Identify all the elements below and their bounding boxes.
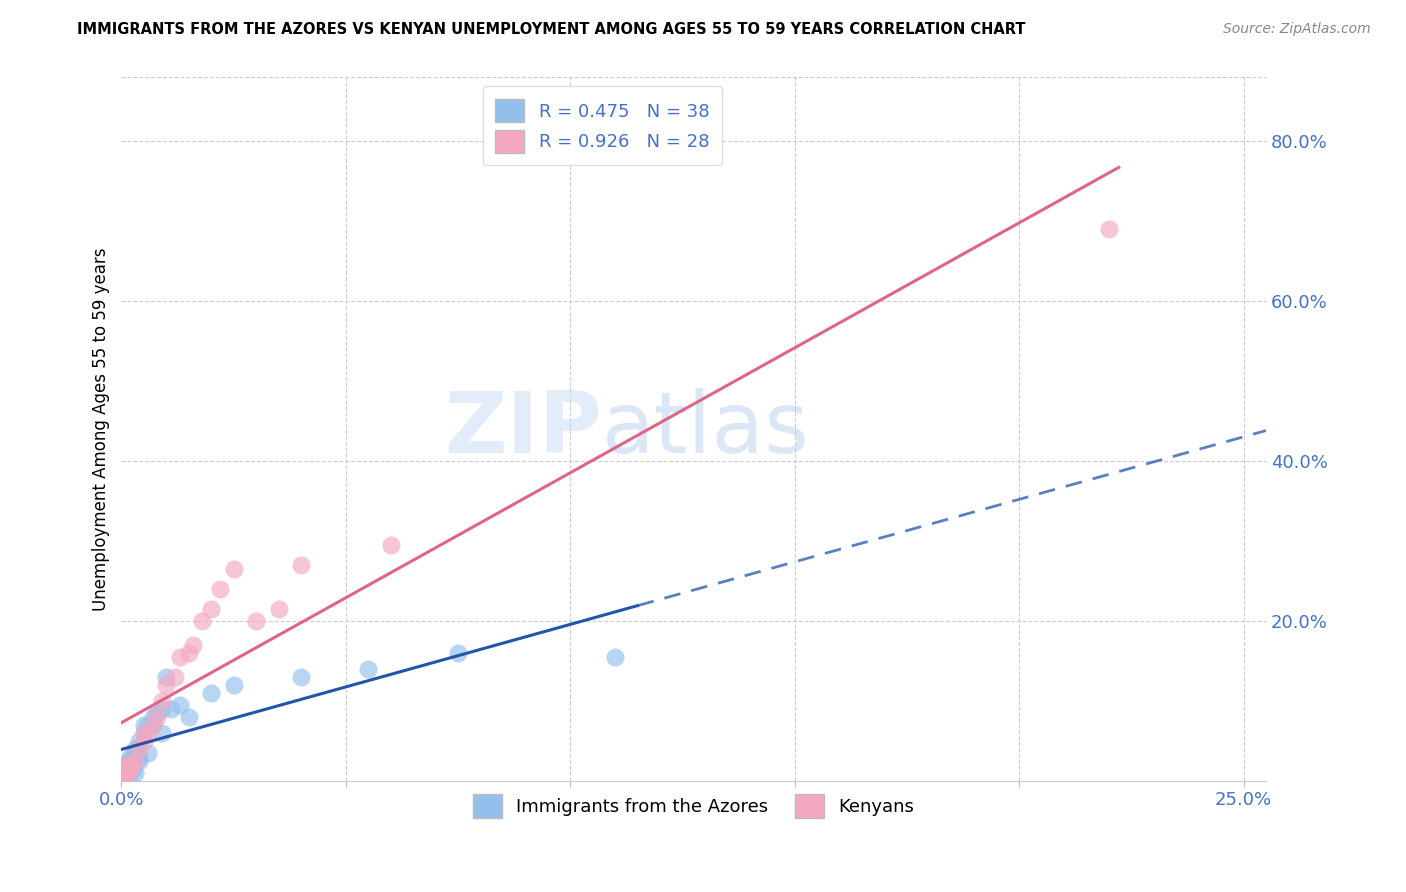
Point <box>115 758 138 772</box>
Point <box>146 706 169 720</box>
Point <box>181 638 204 652</box>
Text: IMMIGRANTS FROM THE AZORES VS KENYAN UNEMPLOYMENT AMONG AGES 55 TO 59 YEARS CORR: IMMIGRANTS FROM THE AZORES VS KENYAN UNE… <box>77 22 1026 37</box>
Point <box>380 538 402 552</box>
Point <box>121 762 143 776</box>
Point <box>120 762 142 776</box>
Point <box>155 678 177 692</box>
Point <box>142 710 165 724</box>
Point <box>117 754 139 768</box>
Text: atlas: atlas <box>602 388 810 471</box>
Point <box>115 766 138 780</box>
Point <box>117 758 139 772</box>
Point <box>132 726 155 740</box>
Point <box>115 762 138 776</box>
Point <box>142 718 165 732</box>
Point <box>132 734 155 748</box>
Point <box>142 718 165 732</box>
Point <box>1098 222 1121 236</box>
Point <box>115 766 138 780</box>
Point <box>120 758 142 772</box>
Point <box>357 662 380 676</box>
Text: ZIP: ZIP <box>444 388 602 471</box>
Point <box>146 710 169 724</box>
Point <box>128 754 150 768</box>
Point <box>138 718 160 732</box>
Point <box>290 670 312 684</box>
Point <box>124 754 146 768</box>
Point <box>124 746 146 760</box>
Point <box>124 766 146 780</box>
Point <box>128 734 150 748</box>
Point <box>267 602 290 616</box>
Point <box>120 762 142 776</box>
Point <box>177 710 200 724</box>
Point <box>159 702 181 716</box>
Y-axis label: Unemployment Among Ages 55 to 59 years: Unemployment Among Ages 55 to 59 years <box>93 247 110 611</box>
Point <box>115 758 138 772</box>
Point <box>200 602 222 616</box>
Point <box>120 758 142 772</box>
Point <box>124 754 146 768</box>
Point <box>138 726 160 740</box>
Point <box>120 750 142 764</box>
Point <box>117 766 139 780</box>
Point <box>209 582 232 596</box>
Point <box>169 650 191 665</box>
Point <box>150 726 173 740</box>
Point <box>117 770 139 784</box>
Point <box>605 650 627 665</box>
Point <box>222 678 245 692</box>
Point <box>165 670 187 684</box>
Point <box>245 614 267 628</box>
Point <box>290 558 312 573</box>
Legend: Immigrants from the Azores, Kenyans: Immigrants from the Azores, Kenyans <box>465 787 922 825</box>
Point <box>177 646 200 660</box>
Point <box>112 770 135 784</box>
Point <box>115 766 138 780</box>
Point <box>128 750 150 764</box>
Point <box>120 758 142 772</box>
Text: Source: ZipAtlas.com: Source: ZipAtlas.com <box>1223 22 1371 37</box>
Point <box>124 742 146 756</box>
Point <box>191 614 214 628</box>
Point <box>447 646 470 660</box>
Point <box>132 726 155 740</box>
Point <box>150 702 173 716</box>
Point <box>155 670 177 684</box>
Point <box>200 686 222 700</box>
Point <box>128 742 150 756</box>
Point <box>132 718 155 732</box>
Point <box>222 562 245 576</box>
Point <box>138 746 160 760</box>
Point <box>150 694 173 708</box>
Point <box>169 698 191 712</box>
